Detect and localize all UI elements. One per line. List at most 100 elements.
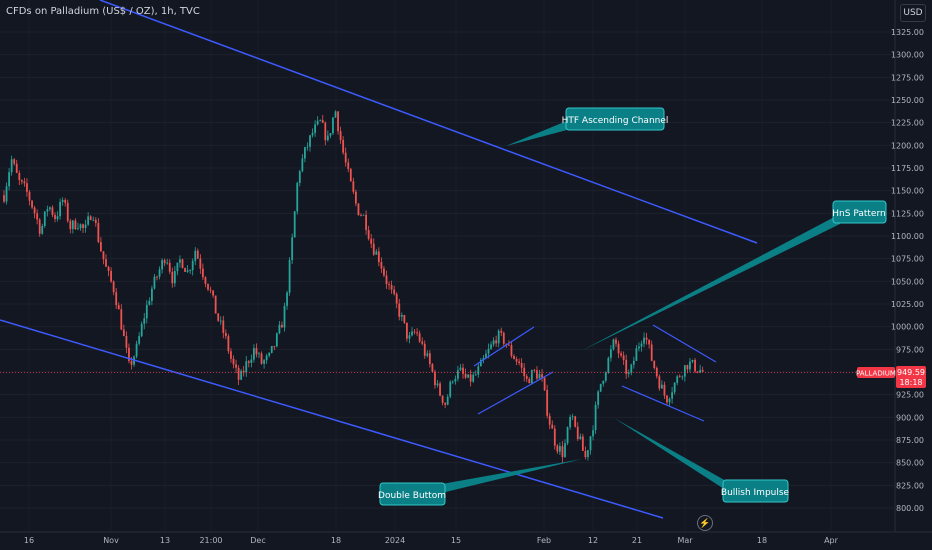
price-tick-label: 975.00 xyxy=(896,345,924,354)
wedge-lower-line[interactable] xyxy=(621,385,705,422)
channel-lower-line[interactable] xyxy=(0,319,664,519)
candle-body xyxy=(454,378,457,382)
candle-body xyxy=(247,361,250,363)
candle-body xyxy=(135,343,138,357)
candle-body xyxy=(189,270,192,271)
candle-body xyxy=(326,135,329,141)
price-tick-label: 850.00 xyxy=(896,459,924,468)
grid-lines xyxy=(0,31,895,509)
candle-body xyxy=(620,353,622,356)
candle-body xyxy=(258,353,260,355)
candle-body xyxy=(20,179,23,182)
candle-body xyxy=(444,402,447,405)
candle-body xyxy=(143,318,146,324)
candle-body xyxy=(186,270,189,272)
price-tick-label: 1050.00 xyxy=(891,277,924,286)
candle-body xyxy=(79,224,82,229)
hns-pattern-label[interactable]: HnS Pattern xyxy=(832,200,887,224)
candle-body xyxy=(311,132,314,136)
candle-body xyxy=(576,426,579,440)
candle-body xyxy=(474,374,477,376)
candle-body xyxy=(41,225,44,234)
candle-body xyxy=(66,202,69,221)
candle-body xyxy=(441,395,444,403)
candle-body xyxy=(625,359,628,374)
candle-body xyxy=(319,120,322,121)
candle-body xyxy=(219,320,222,322)
candle-body xyxy=(163,260,166,264)
time-tick-label: Dec xyxy=(250,536,265,545)
candle-body xyxy=(372,243,375,255)
candle-body xyxy=(288,260,291,293)
candle-body xyxy=(314,124,316,133)
candle-body xyxy=(168,262,171,272)
candle-body xyxy=(426,353,429,356)
candle-body xyxy=(202,268,204,278)
time-tick-label: 16 xyxy=(24,536,34,545)
candle-body xyxy=(370,238,373,244)
candle-body xyxy=(543,377,546,391)
candle-body xyxy=(495,340,498,344)
htf-channel-label[interactable]: HTF Ascending Channel xyxy=(562,107,669,131)
candle-body xyxy=(411,331,413,336)
candle-body xyxy=(140,323,143,337)
candle-body xyxy=(115,292,118,306)
candle-body xyxy=(615,339,617,344)
candle-body xyxy=(375,251,378,255)
candle-body xyxy=(191,260,194,271)
candle-body xyxy=(304,147,306,159)
candle-body xyxy=(390,285,393,290)
candle-body xyxy=(329,133,332,136)
time-axis[interactable]: 16 Nov 13 21:00 Dec 18 2024 15 Feb 12 21 Mar 18 Apr xyxy=(0,531,932,545)
candle-body xyxy=(500,330,503,333)
candle-body xyxy=(666,395,668,403)
candle-body xyxy=(678,376,681,378)
flag-lower-line[interactable] xyxy=(477,371,554,415)
flag-upper-line[interactable] xyxy=(473,326,535,367)
wedge-upper-line[interactable] xyxy=(652,324,717,363)
candle-body xyxy=(214,295,217,314)
price-axis[interactable]: 800.00825.00850.00875.00900.00925.00950.… xyxy=(891,0,932,550)
htf-channel-text: HTF Ascending Channel xyxy=(562,116,669,126)
candle-body xyxy=(546,390,549,416)
candle-body xyxy=(270,345,273,353)
candle-body xyxy=(579,436,582,440)
time-tick-label: 12 xyxy=(588,536,598,545)
candle-body xyxy=(482,357,485,360)
candle-body xyxy=(701,370,704,372)
time-tick-label: 21 xyxy=(632,536,642,545)
symbol-header[interactable]: CFDs on Palladium (US$ / OZ), 1h, TVC xyxy=(6,6,200,17)
candle-body xyxy=(650,344,653,361)
candle-body xyxy=(222,320,225,333)
candle-body xyxy=(393,289,396,294)
candle-body xyxy=(485,353,487,358)
currency-button[interactable]: USD xyxy=(900,4,926,22)
candle-body xyxy=(533,370,536,371)
time-tick-label: 18 xyxy=(757,536,767,545)
candle-body xyxy=(204,277,207,284)
candle-body xyxy=(298,171,301,183)
candle-body xyxy=(87,216,90,225)
price-tick-label: 900.00 xyxy=(896,413,924,422)
candle-body xyxy=(196,250,199,259)
candle-body xyxy=(56,216,59,220)
candle-body xyxy=(207,283,209,290)
price-tick-label: 1200.00 xyxy=(891,141,924,150)
candle-body xyxy=(102,251,105,260)
candle-body xyxy=(268,352,271,356)
candle-body xyxy=(77,228,79,230)
current-price-tag: PALLADIUM 949.59 18:18 xyxy=(856,366,926,388)
candle-body xyxy=(3,195,5,202)
bolt-icon[interactable]: ⚡ xyxy=(697,515,713,531)
bullish-impulse-label[interactable]: Bullish Impulse xyxy=(721,479,790,503)
candle-body xyxy=(388,284,390,286)
candle-body xyxy=(97,223,100,242)
candle-body xyxy=(584,450,587,458)
candle-body xyxy=(100,241,102,252)
channel-upper-line[interactable] xyxy=(99,0,758,244)
candle-body xyxy=(28,191,31,201)
candle-body xyxy=(564,443,566,458)
candle-body xyxy=(472,374,475,382)
double-bottom-label[interactable]: Double Buttom xyxy=(378,482,446,506)
